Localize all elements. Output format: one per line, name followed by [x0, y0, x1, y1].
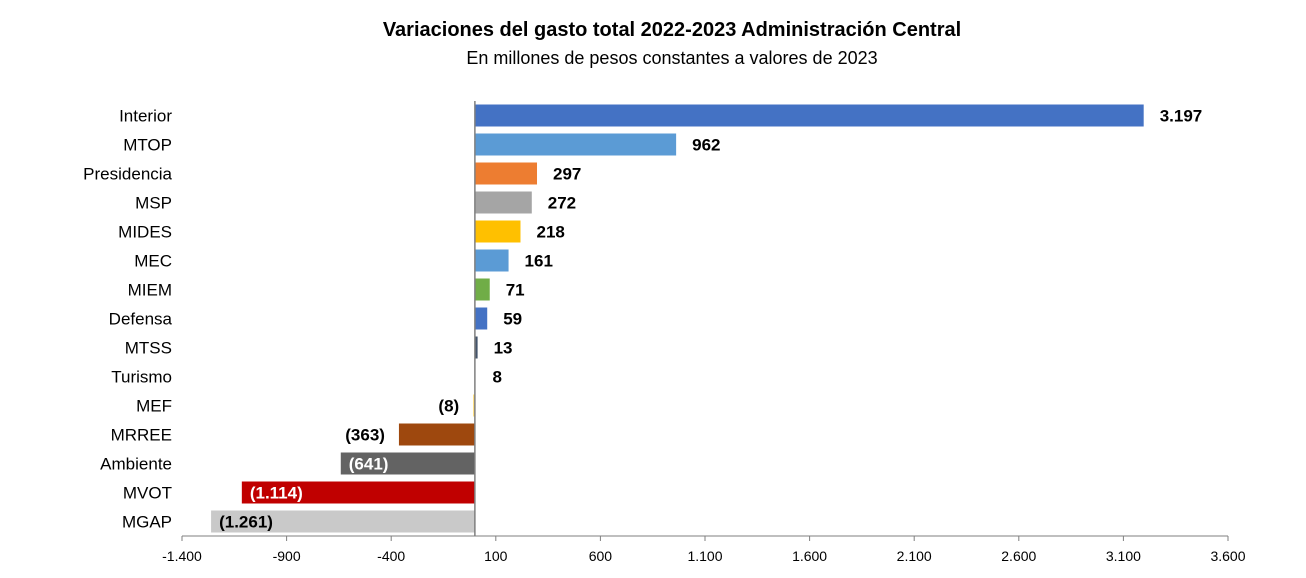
value-label: 962	[692, 136, 720, 155]
axes-group: -1.400 -900 -400 100 600 1.100 1.600 2.100 2.600…	[162, 101, 1246, 564]
bar-mrree	[398, 423, 475, 446]
value-label: 59	[503, 310, 522, 329]
category-label: MEF	[136, 397, 172, 416]
category-label: Ambiente	[100, 455, 172, 474]
value-label: (641)	[349, 455, 389, 474]
category-label: MIEM	[128, 281, 172, 300]
x-tick-label: -400	[377, 548, 405, 564]
category-label: MGAP	[122, 513, 172, 532]
x-tick-label: 100	[484, 548, 508, 564]
value-label: 161	[525, 252, 553, 271]
category-label: MTOP	[123, 136, 172, 155]
bar-mvot	[241, 481, 475, 504]
bar-interior	[474, 104, 1144, 127]
value-label: 71	[506, 281, 525, 300]
bar-defensa	[474, 307, 488, 330]
value-label: (1.114)	[250, 484, 303, 503]
value-label: 3.197	[1160, 107, 1203, 126]
value-label: 8	[493, 368, 502, 387]
bar-ambiente	[340, 452, 475, 475]
x-tick-label: 1.100	[687, 548, 722, 564]
category-label: Interior	[119, 107, 172, 126]
chart-title: Variaciones del gasto total 2022-2023 Ad…	[383, 19, 961, 41]
bar-mgap	[211, 510, 475, 533]
bar-mtop	[474, 133, 677, 156]
x-tick-label: 2.600	[1001, 548, 1036, 564]
category-label: Presidencia	[83, 165, 172, 184]
value-label: (8)	[438, 397, 459, 416]
x-tick-label: 2.100	[897, 548, 932, 564]
category-label: MTSS	[125, 339, 172, 358]
bar-turismo	[474, 365, 477, 388]
value-label: 272	[548, 194, 576, 213]
chart-subtitle: En millones de pesos constantes a valore…	[466, 48, 877, 68]
value-label: 297	[553, 165, 581, 184]
category-label: MEC	[134, 252, 172, 271]
bars-group: Interior 3.197 MTOP 962 Presidencia 297 MSP 272…	[83, 104, 1203, 533]
x-tick-label: 3.600	[1210, 548, 1245, 564]
bar-miem	[474, 278, 490, 301]
x-tick-label: 600	[589, 548, 613, 564]
value-label: (363)	[345, 426, 385, 445]
x-tick-label: -1.400	[162, 548, 202, 564]
bar-presidencia	[474, 162, 538, 185]
bar-msp	[474, 191, 532, 214]
category-label: MIDES	[118, 223, 172, 242]
bar-mtss	[474, 336, 478, 359]
bar-mides	[474, 220, 521, 243]
category-label: MRREE	[111, 426, 172, 445]
x-tick-label: 1.600	[792, 548, 827, 564]
category-label: MSP	[135, 194, 172, 213]
bar-mec	[474, 249, 509, 272]
category-label: Turismo	[111, 368, 172, 387]
bar-mef	[473, 394, 475, 417]
value-label: (1.261)	[219, 513, 273, 532]
x-tick-label: 3.100	[1106, 548, 1141, 564]
value-label: 218	[536, 223, 564, 242]
category-label: MVOT	[123, 484, 172, 503]
value-label: 13	[494, 339, 513, 358]
category-label: Defensa	[109, 310, 173, 329]
x-tick-label: -900	[273, 548, 301, 564]
